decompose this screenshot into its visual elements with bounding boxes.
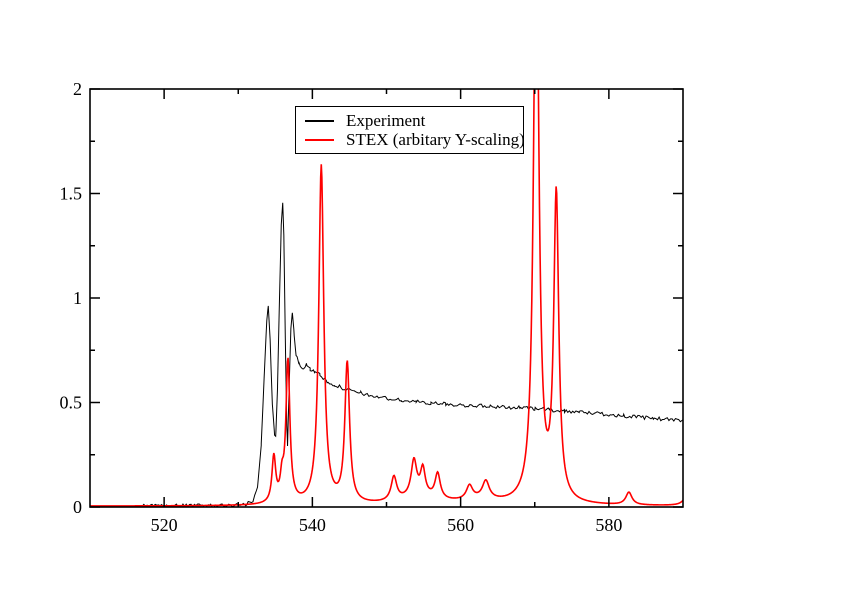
x-tick-label: 520	[151, 515, 178, 535]
x-tick-label: 580	[595, 515, 622, 535]
x-tick-label: 540	[299, 515, 326, 535]
plot-frame	[89, 88, 684, 508]
legend: Experiment STEX (arbitary Y-scaling)	[295, 106, 525, 154]
legend-label-experiment: Experiment	[346, 111, 426, 130]
stex-line-sample	[305, 138, 334, 141]
curves-layer	[90, 89, 683, 507]
y-tick-label: 2	[73, 79, 82, 99]
x-tick-label: 560	[447, 515, 474, 535]
experiment-curve	[90, 202, 683, 507]
y-tick-label: 0	[73, 497, 82, 517]
y-tick-label: 0.5	[60, 393, 83, 413]
y-tick-label: 1	[73, 288, 82, 308]
y-tick-label: 1.5	[60, 184, 83, 204]
tick-labels: 520 540 560 580 0 0.5 1 1.5 2	[60, 79, 623, 535]
stex-curve	[90, 89, 683, 507]
legend-entry-experiment: Experiment	[296, 111, 523, 130]
legend-entry-stex: STEX (arbitary Y-scaling)	[296, 130, 525, 149]
legend-label-stex: STEX (arbitary Y-scaling)	[346, 130, 525, 149]
experiment-line-sample	[305, 119, 334, 122]
